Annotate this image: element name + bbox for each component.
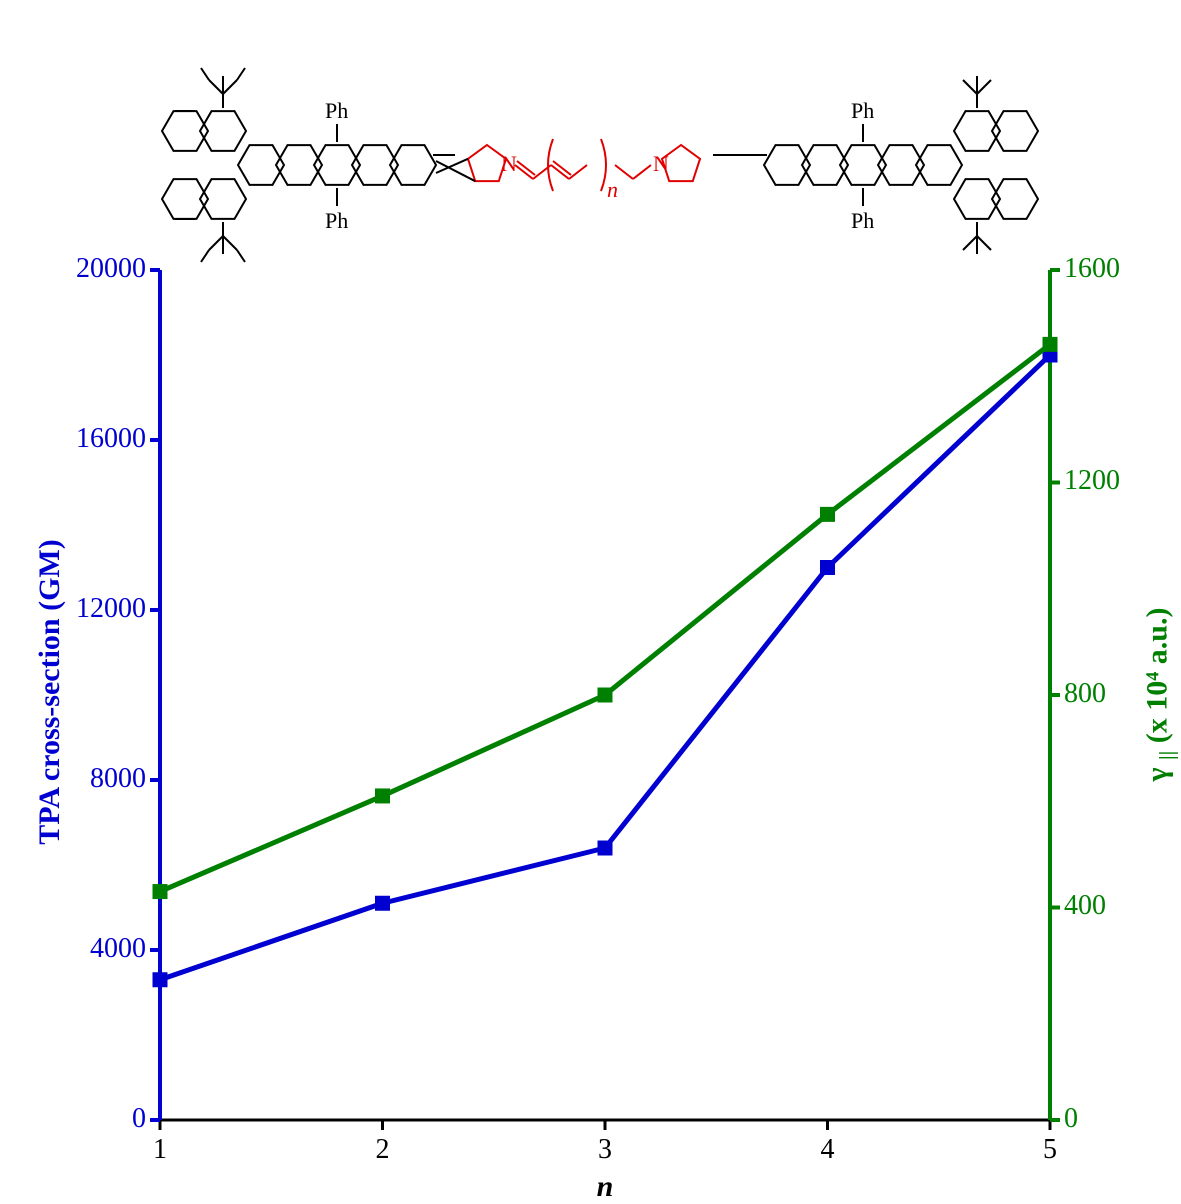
y-left-tick-label: 0 (132, 1103, 146, 1135)
svg-text:Ph: Ph (325, 208, 348, 233)
svg-text:Ph: Ph (851, 98, 874, 123)
y-axis-right-label: γ || (x 10⁴ a.u.) (1141, 545, 1180, 845)
x-tick-label: 5 (1020, 1134, 1080, 1166)
y-left-tick-label: 12000 (76, 593, 146, 625)
x-tick-label: 2 (353, 1134, 413, 1166)
y-right-tick-label: 1600 (1064, 253, 1120, 285)
svg-text:N: N (653, 151, 669, 176)
svg-text:N: N (501, 151, 517, 176)
y-left-tick-label: 4000 (90, 933, 146, 965)
y-left-tick-label: 20000 (76, 253, 146, 285)
y-right-tick-label: 0 (1064, 1103, 1078, 1135)
x-axis-label: n (555, 1170, 655, 1204)
chemical-structure-diagram: Ph Ph Nn N Ph Ph (115, 5, 1085, 325)
y-axis-left-label: TPA cross-section (GM) (33, 492, 67, 892)
y-right-tick-label: 800 (1064, 678, 1106, 710)
svg-text:Ph: Ph (851, 208, 874, 233)
svg-text:n: n (607, 177, 618, 202)
svg-text:Ph: Ph (325, 98, 348, 123)
y-right-tick-label: 400 (1064, 890, 1106, 922)
x-tick-label: 3 (575, 1134, 635, 1166)
x-tick-label: 1 (130, 1134, 190, 1166)
y-right-tick-label: 1200 (1064, 465, 1120, 497)
y-left-tick-label: 16000 (76, 423, 146, 455)
x-tick-label: 4 (798, 1134, 858, 1166)
figure-stage: TPA cross-section (GM) γ || (x 10⁴ a.u.)… (0, 0, 1181, 1200)
y-left-tick-label: 8000 (90, 763, 146, 795)
